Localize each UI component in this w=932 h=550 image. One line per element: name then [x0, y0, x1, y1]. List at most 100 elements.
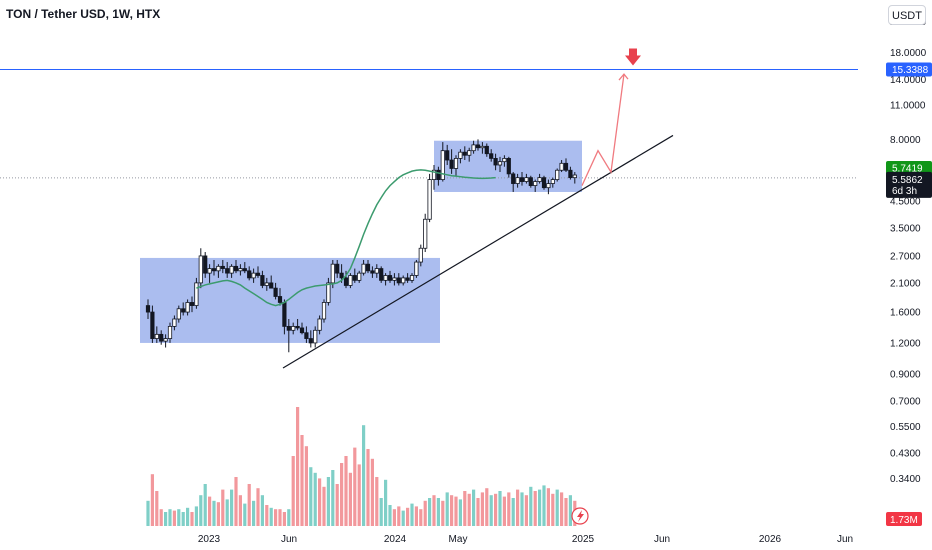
volume-bar — [150, 474, 154, 526]
candle-body — [330, 263, 335, 284]
volume-bar — [406, 507, 410, 526]
current-price-label: 5.5862 — [892, 175, 923, 186]
volume-bar — [172, 510, 176, 526]
volume-bar — [538, 489, 542, 526]
volume-bar — [181, 512, 185, 526]
candle-body — [555, 169, 560, 180]
x-tick-label: 2026 — [759, 534, 782, 545]
candle-body — [502, 158, 507, 163]
volume-bar — [282, 512, 286, 526]
currency-button[interactable]: USDT — [888, 5, 926, 25]
volume-bar — [287, 509, 291, 526]
volume-bar — [326, 477, 330, 526]
candle-body — [537, 177, 542, 182]
volume-bar — [445, 492, 449, 526]
candle-body — [313, 329, 318, 344]
candle-body — [458, 151, 463, 159]
candle-body — [533, 181, 538, 186]
volume-bar — [485, 488, 489, 526]
candles — [145, 139, 577, 353]
candle-body — [343, 277, 349, 286]
volume-badge-label: 1.73M — [890, 515, 918, 526]
target-arrow-icon — [618, 48, 641, 81]
volume-bar — [463, 491, 467, 526]
candle-body — [453, 158, 459, 169]
candle-body — [563, 162, 569, 171]
candle-body — [264, 282, 269, 286]
projection-path — [581, 74, 625, 186]
volume-bar — [155, 491, 159, 526]
candle-body — [427, 179, 432, 220]
volume-bar — [357, 464, 361, 526]
candle-body — [572, 174, 577, 179]
candle-body — [321, 302, 327, 320]
candle-body — [335, 263, 340, 274]
candle-body — [423, 218, 428, 249]
volume-bar — [216, 502, 220, 526]
volume-bar — [560, 492, 564, 526]
candle-body — [414, 261, 419, 276]
last-price-badge-label: 5.7419 — [892, 163, 923, 174]
volume-bar — [384, 479, 388, 526]
volume-bar — [260, 495, 264, 526]
candle-body — [317, 318, 322, 331]
y-tick-label: 14.0000 — [890, 75, 927, 86]
candle-body — [418, 247, 423, 263]
volume-bar — [309, 467, 313, 526]
projection-arrowhead — [618, 73, 629, 81]
volume-bars — [146, 407, 577, 526]
candle-body — [568, 169, 573, 179]
volume-bar — [353, 447, 357, 526]
candle-body — [370, 270, 375, 274]
volume-bar — [278, 509, 282, 526]
trade-flash-icon[interactable] — [571, 507, 589, 525]
volume-bar — [524, 495, 528, 526]
candle-body — [154, 333, 159, 339]
candle-body — [181, 308, 186, 313]
volume-bar — [230, 489, 234, 526]
volume-bar — [366, 449, 370, 526]
candle-body — [379, 268, 384, 281]
volume-badge — [886, 512, 922, 526]
trendline[interactable] — [282, 134, 674, 369]
volume-bar — [313, 472, 317, 526]
candle-body — [524, 177, 529, 182]
volume-bar — [568, 495, 572, 526]
time-axis[interactable]: 2023 Jun 2024 May 2025 Jun 2026 Jun — [198, 534, 853, 545]
volume-bar — [498, 491, 502, 526]
x-tick-label: 2025 — [572, 534, 595, 545]
candle-body — [405, 277, 410, 281]
volume-bar — [300, 435, 304, 526]
candle-body — [493, 158, 498, 166]
volume-bar — [296, 407, 300, 526]
candle-body — [229, 265, 234, 274]
candle-body — [159, 333, 164, 342]
y-tick-label: 3.5000 — [890, 224, 921, 235]
volume-bar — [344, 456, 348, 526]
candle-body — [431, 169, 437, 180]
volume-bar — [480, 492, 484, 526]
y-tick-label: 0.3400 — [890, 474, 921, 485]
candle-body — [383, 275, 388, 281]
candle-body — [260, 275, 265, 286]
candle-body — [489, 153, 494, 159]
volume-bar — [502, 496, 506, 526]
candle-body — [357, 272, 362, 281]
candle-body — [207, 268, 212, 274]
volume-bar — [348, 472, 352, 526]
volume-bar — [370, 458, 374, 526]
candle-body — [515, 177, 520, 184]
volume-bar — [252, 500, 256, 526]
candle-body — [365, 263, 371, 272]
volume-bar — [401, 510, 405, 526]
price-axis[interactable]: 24.000018.000014.000011.00008.00004.5000… — [890, 17, 927, 485]
candle-body — [392, 277, 397, 281]
x-tick-label: Jun — [654, 534, 670, 545]
candle-body — [299, 327, 305, 334]
volume-bar — [423, 500, 427, 526]
candle-body — [167, 325, 173, 339]
candle-body — [396, 277, 401, 284]
candle-body — [409, 275, 415, 281]
candle-body — [286, 325, 291, 331]
